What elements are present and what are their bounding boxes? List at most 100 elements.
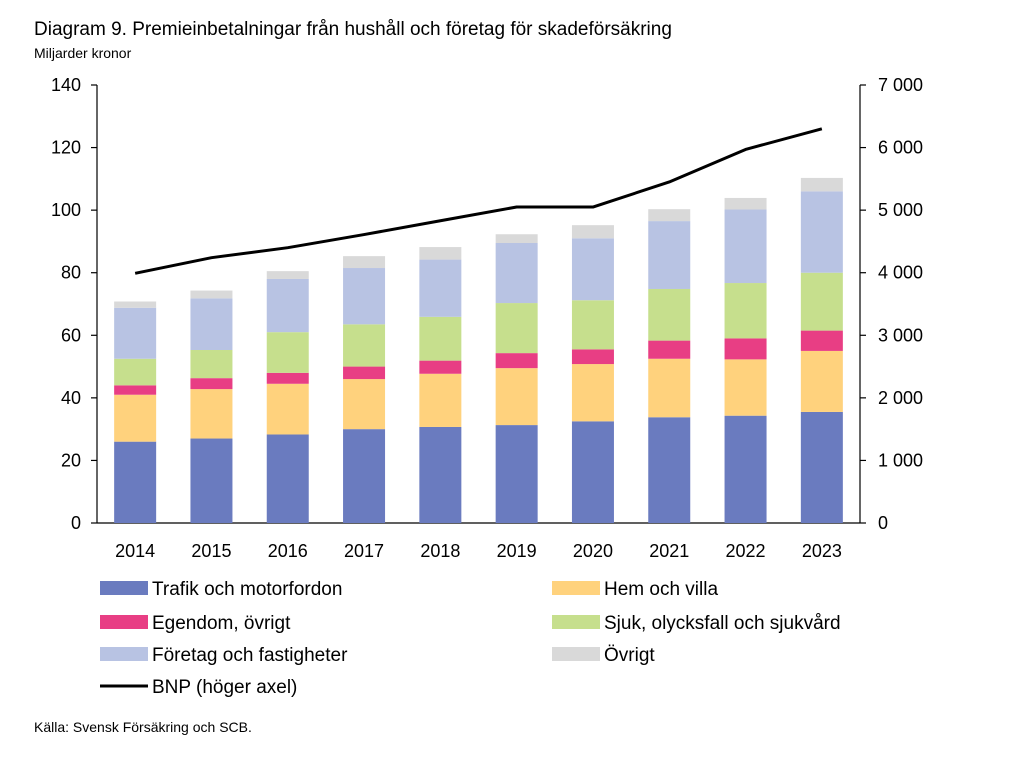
bar-segment (495, 368, 538, 426)
bar-segment (648, 288, 691, 341)
legend-swatch (100, 647, 148, 661)
bar-segment (419, 259, 462, 317)
bar-segment (648, 209, 691, 222)
x-tick-label: 2022 (726, 541, 766, 561)
bar-segment (190, 378, 233, 390)
bar-segment (343, 366, 386, 380)
legend-label: BNP (höger axel) (152, 677, 297, 698)
bar-segment (495, 242, 538, 304)
x-tick-label: 2023 (802, 541, 842, 561)
x-tick-label: 2014 (115, 541, 155, 561)
legend-swatch (552, 581, 600, 595)
bar-segment (190, 298, 233, 350)
bar-segment (343, 256, 386, 269)
y2-tick-label: 3 000 (878, 325, 923, 345)
bar-segment (114, 394, 157, 442)
bar-segment (190, 438, 233, 523)
legend-label: Sjuk, olycksfall och sjukvård (604, 613, 841, 634)
bar-segment (571, 364, 614, 422)
bar-segment (114, 301, 157, 308)
x-tick-label: 2016 (268, 541, 308, 561)
bar-segment (343, 324, 386, 367)
bar-segment (648, 340, 691, 359)
bar-segment (724, 283, 767, 339)
legend-swatch (552, 615, 600, 629)
bar-segment (495, 425, 538, 523)
bar-segment (800, 272, 843, 331)
y-tick-label: 0 (71, 513, 81, 533)
bar-segment (571, 225, 614, 239)
bar-segment (800, 330, 843, 351)
bar-segment (724, 209, 767, 284)
axes: 0 20 40 60 80 100 120 140 0 1 000 2 000 3 000 4 000 5… (51, 75, 923, 561)
bar-segment (800, 191, 843, 273)
y-tick-label: 120 (51, 138, 81, 158)
bar-segment (419, 360, 462, 374)
legend-label: Företag och fastigheter (152, 645, 348, 666)
bar-segment (343, 429, 386, 523)
y2-tick-label: 4 000 (878, 263, 923, 283)
x-tick-label: 2020 (573, 541, 613, 561)
bar-segment (800, 350, 843, 412)
y2-tick-label: 1 000 (878, 450, 923, 470)
bar-segment (343, 379, 386, 430)
y2-tick-label: 7 000 (878, 75, 923, 95)
legend-swatch (100, 581, 148, 595)
x-tick-label: 2021 (649, 541, 689, 561)
chart-title: Diagram 9. Premieinbetalningar från hush… (34, 19, 672, 40)
legend: Trafik och motorfordon Hem och villa Egend… (100, 579, 841, 698)
bar-segment (419, 373, 462, 427)
legend-swatch (552, 647, 600, 661)
bar-segment (724, 415, 767, 523)
bar-segment (419, 316, 462, 361)
bar-segment (190, 349, 233, 379)
bar-segment (800, 177, 843, 192)
bars (114, 177, 843, 523)
y-tick-label: 140 (51, 75, 81, 95)
source-note: Källa: Svensk Försäkring och SCB. (34, 719, 252, 735)
bar-segment (800, 411, 843, 523)
bar-segment (571, 238, 614, 301)
x-tick-label: 2019 (497, 541, 537, 561)
bar-segment (114, 441, 157, 523)
legend-label: Trafik och motorfordon (152, 579, 342, 600)
legend-swatch (100, 615, 148, 629)
y-tick-label: 80 (61, 263, 81, 283)
bar-segment (495, 234, 538, 243)
bnp-line-path (134, 127, 823, 275)
legend-label: Övrigt (604, 645, 655, 666)
bar-segment (648, 358, 691, 418)
legend-label: Hem och villa (604, 579, 718, 600)
bar-segment (419, 426, 462, 523)
y-tick-label: 20 (61, 450, 81, 470)
bar-segment (266, 278, 309, 333)
bar-segment (266, 383, 309, 435)
bar-segment (571, 300, 614, 350)
bnp-line (134, 127, 823, 275)
bar-segment (114, 385, 157, 395)
y2-tick-label: 6 000 (878, 138, 923, 158)
bar-segment (648, 221, 691, 289)
bar-segment (648, 417, 691, 523)
bar-segment (343, 268, 386, 325)
bar-segment (724, 359, 767, 416)
x-tick-label: 2017 (344, 541, 384, 561)
bar-segment (266, 332, 309, 373)
bar-segment (266, 372, 309, 384)
bar-segment (495, 353, 538, 369)
y2-tick-label: 0 (878, 513, 888, 533)
y2-tick-label: 5 000 (878, 200, 923, 220)
bar-segment (266, 271, 309, 279)
y2-tick-label: 2 000 (878, 388, 923, 408)
bar-segment (571, 421, 614, 523)
chart-subtitle: Miljarder kronor (34, 45, 132, 61)
bar-segment (114, 358, 157, 386)
y-tick-label: 60 (61, 325, 81, 345)
legend-label: Egendom, övrigt (152, 613, 291, 634)
bar-segment (495, 303, 538, 354)
bar-segment (571, 349, 614, 365)
bar-segment (266, 434, 309, 523)
y-tick-label: 40 (61, 388, 81, 408)
bar-segment (724, 197, 767, 210)
